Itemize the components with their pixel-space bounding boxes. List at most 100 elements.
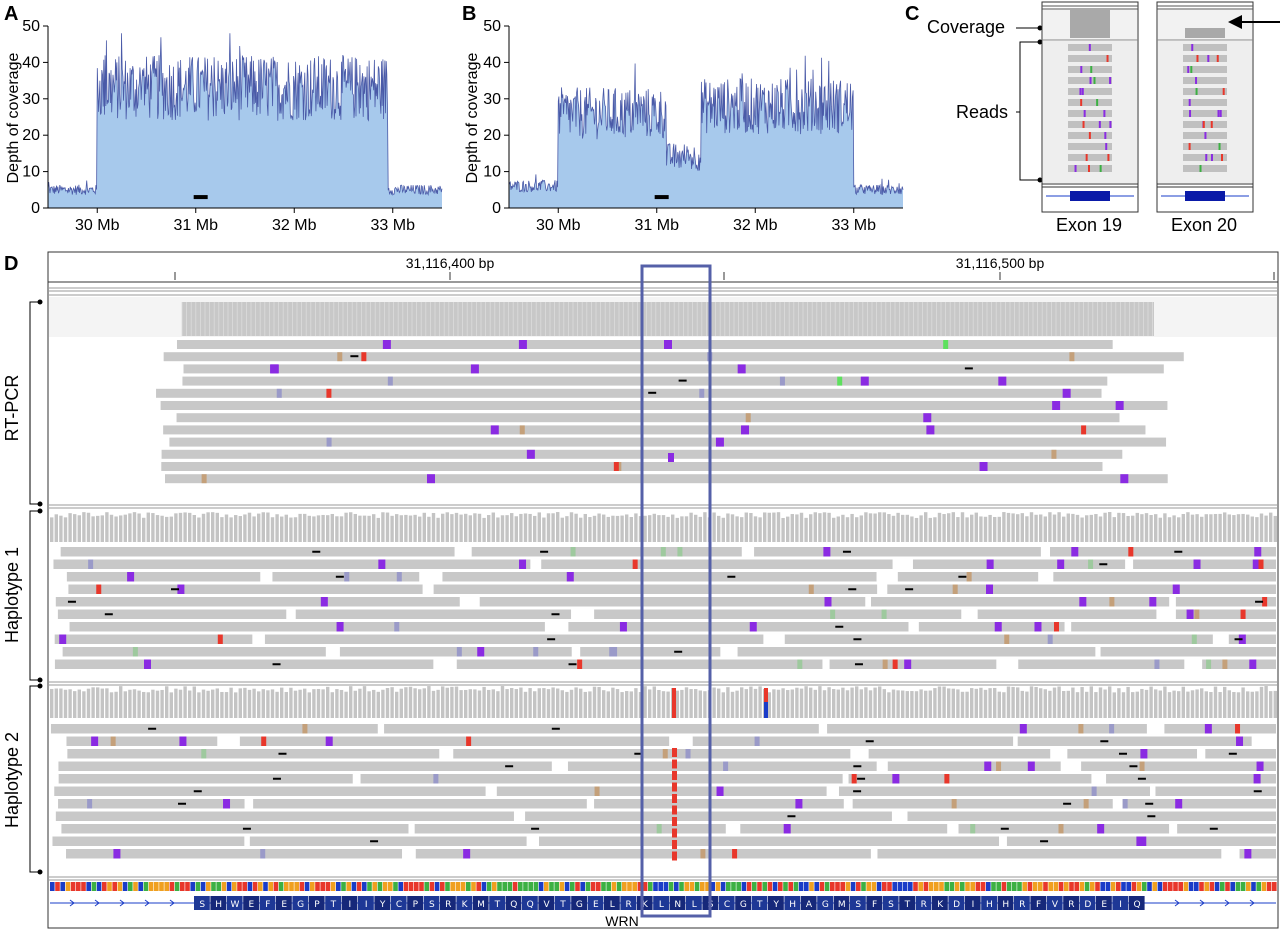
base-cell <box>772 882 778 891</box>
coverage-column <box>408 686 413 718</box>
base-cell <box>356 882 362 891</box>
variant-mark <box>1191 634 1197 644</box>
base-cell <box>1100 882 1105 891</box>
read <box>1133 559 1276 569</box>
coverage-column <box>50 688 54 718</box>
coverage-column <box>505 689 509 718</box>
read <box>1183 165 1227 172</box>
base-cell <box>382 882 388 891</box>
read <box>848 774 1092 784</box>
coverage-column <box>1066 690 1070 718</box>
coverage-column <box>1048 512 1052 542</box>
base-cell <box>1240 882 1246 891</box>
base-cell <box>674 882 679 891</box>
read <box>1106 774 1276 784</box>
read <box>169 437 1167 447</box>
base-cell <box>663 882 669 891</box>
base-cell <box>65 882 71 891</box>
coverage-block <box>182 302 1154 336</box>
variant-mark <box>619 622 627 632</box>
base-cell <box>876 882 882 891</box>
coverage-column <box>215 512 219 542</box>
strand-arrow-icon <box>144 899 150 907</box>
coverage-column <box>1016 687 1020 718</box>
read <box>1183 110 1227 117</box>
deletion-mark <box>67 600 76 603</box>
coverage-column <box>1075 692 1080 718</box>
variant-mark <box>1027 761 1035 771</box>
deletion-mark <box>1063 802 1072 805</box>
variant-mark <box>1140 749 1148 759</box>
coverage-column <box>1255 691 1259 718</box>
variant-mark <box>217 634 223 644</box>
coverage-column <box>749 512 753 542</box>
coverage-column <box>422 512 426 542</box>
coverage-column <box>132 689 137 718</box>
coverage-column <box>1103 512 1107 542</box>
coverage-column <box>142 691 146 718</box>
coverage-column <box>965 517 969 542</box>
coverage-column <box>620 515 624 542</box>
coverage-column <box>155 515 160 542</box>
snv-mark <box>672 828 677 838</box>
amino-acid-label: L <box>610 900 615 910</box>
variant-mark <box>1051 449 1057 459</box>
coverage-column <box>59 688 63 718</box>
coverage-column <box>1016 514 1020 542</box>
base-cell <box>960 882 965 891</box>
coverage-column <box>1112 692 1116 718</box>
coverage-column <box>772 689 776 718</box>
y-tick-label: 10 <box>22 164 40 181</box>
variant-mark <box>1080 66 1083 73</box>
coverage-column <box>868 690 873 718</box>
variant-mark <box>979 462 988 471</box>
coverage-column <box>868 513 873 542</box>
read <box>433 584 878 594</box>
coverage-column <box>1029 686 1034 718</box>
coverage-column <box>1177 517 1181 542</box>
coverage-column <box>799 512 804 542</box>
variant-mark <box>998 376 1007 386</box>
x-tick-label: 31 Mb <box>635 217 680 234</box>
coverage-column <box>169 516 173 542</box>
coverage-column <box>344 691 348 718</box>
coverage-line <box>508 55 904 196</box>
base-cell <box>1064 882 1069 891</box>
coverage-column <box>1062 690 1066 718</box>
coverage-column <box>712 512 716 542</box>
read <box>737 647 1096 657</box>
coverage-column <box>781 517 785 542</box>
read <box>1177 824 1276 834</box>
mismatch-column <box>764 702 768 718</box>
base-cell <box>346 882 351 891</box>
coverage-column <box>845 690 850 718</box>
coverage-column <box>165 516 169 542</box>
base-cell <box>336 882 341 891</box>
amino-acid-cell <box>866 896 883 910</box>
base-cell <box>980 882 986 891</box>
variant-mark <box>892 659 898 669</box>
base-cell <box>242 882 247 891</box>
read <box>57 609 287 619</box>
variant-mark <box>779 376 785 386</box>
amino-acid-cell <box>1046 896 1063 910</box>
deletion-mark <box>1100 740 1109 743</box>
variant-mark <box>261 736 267 746</box>
variant-mark <box>1106 55 1109 62</box>
coverage-column <box>1232 515 1236 542</box>
variant-mark <box>1199 165 1202 172</box>
coverage-column <box>836 689 840 718</box>
variant-mark <box>994 622 1002 632</box>
base-cell <box>606 882 611 891</box>
deletion-mark <box>278 752 287 755</box>
variant-mark <box>1187 66 1190 73</box>
base-cell <box>658 882 663 891</box>
coverage-line <box>47 33 443 196</box>
variant-mark <box>1195 77 1198 84</box>
coverage-column <box>339 516 344 542</box>
coverage-column <box>326 686 330 718</box>
coverage-column <box>307 692 311 718</box>
coverage-column <box>362 515 367 542</box>
gene-label: WRN <box>605 913 638 929</box>
coverage-column <box>473 513 477 542</box>
